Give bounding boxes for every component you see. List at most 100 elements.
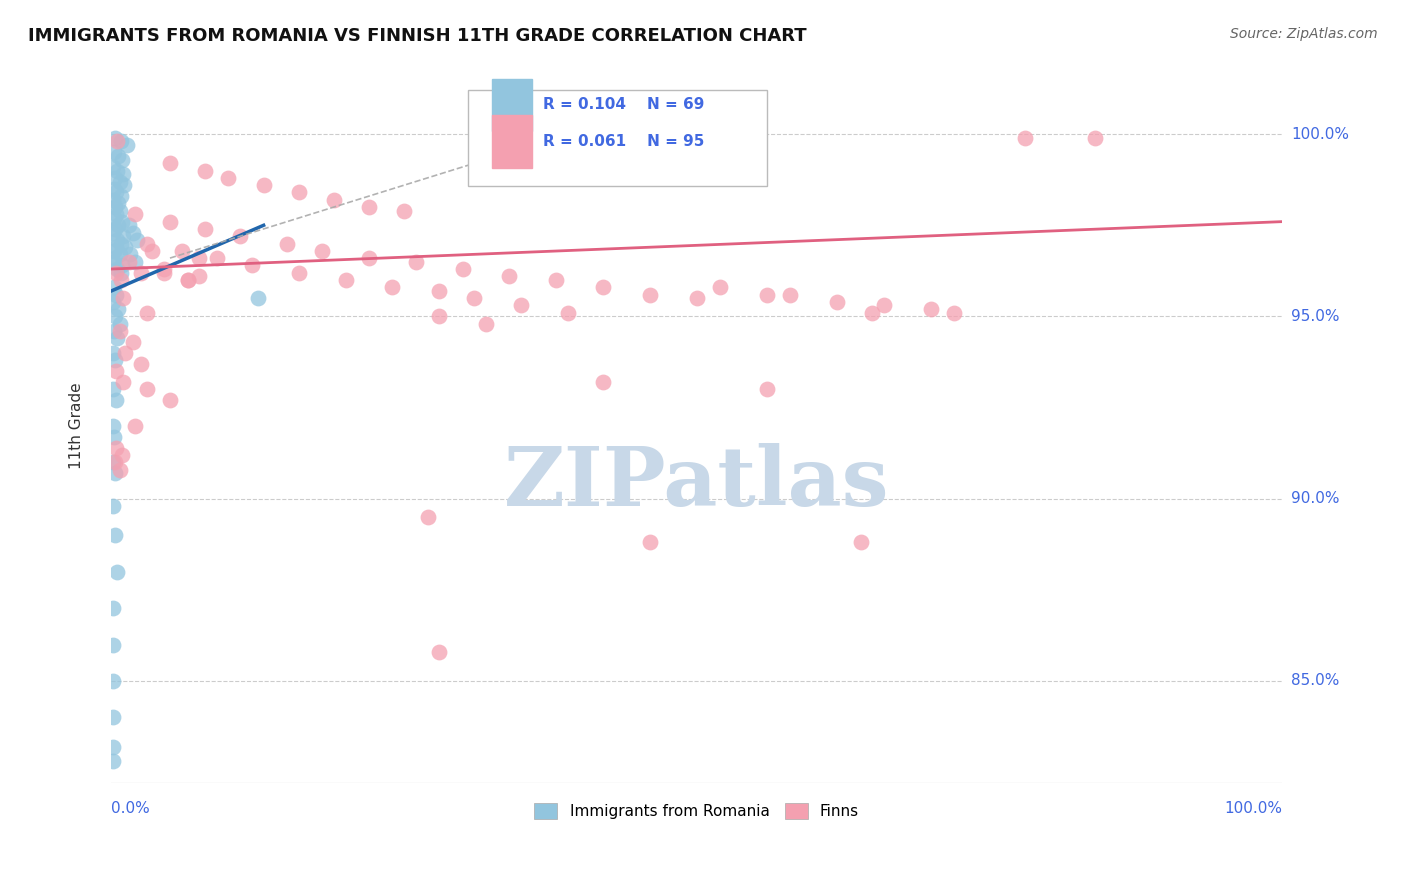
Point (240, 259, 263, 273)
FancyBboxPatch shape (492, 78, 531, 131)
Text: 100.0%: 100.0% (1225, 801, 1282, 816)
Text: R = 0.104    N = 69: R = 0.104 N = 69 (543, 97, 704, 112)
Text: ZIPatlas: ZIPatlas (503, 443, 890, 523)
Point (107, 196, 129, 211)
Point (873, 298, 896, 312)
Point (118, 254, 141, 268)
Point (110, 189, 132, 203)
Point (825, 294, 848, 309)
Point (756, 287, 779, 301)
Point (110, 273, 132, 287)
Point (105, 233, 128, 247)
Point (105, 331, 128, 345)
Point (104, 310, 127, 324)
Point (101, 739, 124, 754)
FancyBboxPatch shape (492, 115, 531, 169)
Point (110, 236, 132, 251)
Text: 100.0%: 100.0% (1292, 127, 1350, 142)
Point (103, 430, 125, 444)
Point (105, 207, 128, 221)
Point (194, 163, 217, 178)
Point (124, 254, 146, 268)
Point (107, 302, 129, 317)
Point (159, 156, 181, 170)
Point (860, 306, 883, 320)
Point (101, 710, 124, 724)
Point (108, 317, 131, 331)
Point (943, 306, 966, 320)
Point (101, 193, 124, 207)
Point (105, 240, 128, 254)
Point (451, 262, 474, 277)
Point (105, 186, 128, 200)
Point (322, 193, 344, 207)
Point (176, 273, 198, 287)
Point (110, 266, 132, 280)
Point (194, 222, 217, 236)
Point (188, 251, 211, 265)
Text: 90.0%: 90.0% (1292, 491, 1340, 506)
Point (105, 364, 128, 378)
Point (108, 324, 131, 338)
Point (103, 324, 125, 338)
Point (357, 200, 380, 214)
FancyBboxPatch shape (468, 90, 768, 186)
Point (427, 284, 450, 298)
Legend: Immigrants from Romania, Finns: Immigrants from Romania, Finns (529, 797, 865, 825)
Point (135, 382, 157, 396)
Point (638, 535, 661, 549)
Point (287, 186, 309, 200)
Point (108, 203, 131, 218)
Point (159, 393, 181, 408)
Point (101, 455, 124, 469)
Point (112, 167, 135, 181)
Text: 11th Grade: 11th Grade (69, 383, 84, 469)
Point (546, 135, 568, 149)
Point (129, 357, 152, 371)
Point (104, 466, 127, 480)
Point (849, 535, 872, 549)
Point (105, 163, 128, 178)
Point (276, 236, 298, 251)
Point (124, 207, 146, 221)
Point (111, 259, 134, 273)
Point (427, 645, 450, 659)
Point (112, 229, 135, 244)
Point (104, 200, 127, 214)
Point (1014, 130, 1036, 145)
Point (103, 280, 125, 294)
Point (176, 273, 198, 287)
Point (153, 262, 176, 277)
Point (111, 448, 134, 462)
Point (381, 280, 404, 294)
Point (218, 170, 240, 185)
Point (709, 280, 731, 294)
Text: 95.0%: 95.0% (1292, 309, 1340, 324)
Point (103, 211, 125, 225)
Point (135, 236, 157, 251)
Point (920, 302, 942, 317)
Point (121, 334, 143, 349)
Point (416, 510, 439, 524)
Point (101, 499, 124, 513)
Text: R = 0.061    N = 95: R = 0.061 N = 95 (543, 135, 704, 150)
Point (110, 135, 132, 149)
Point (105, 287, 128, 301)
Point (101, 346, 124, 360)
Point (103, 145, 125, 160)
Point (112, 375, 135, 389)
Point (101, 254, 124, 268)
Point (104, 353, 127, 368)
Point (392, 203, 415, 218)
Point (104, 455, 127, 469)
Point (108, 175, 131, 189)
Point (101, 418, 124, 433)
Point (170, 244, 193, 258)
Point (105, 262, 128, 277)
Point (118, 219, 141, 233)
Point (111, 153, 134, 167)
Point (108, 247, 131, 261)
Text: 0.0%: 0.0% (111, 801, 150, 816)
Point (121, 226, 143, 240)
Point (114, 240, 136, 254)
